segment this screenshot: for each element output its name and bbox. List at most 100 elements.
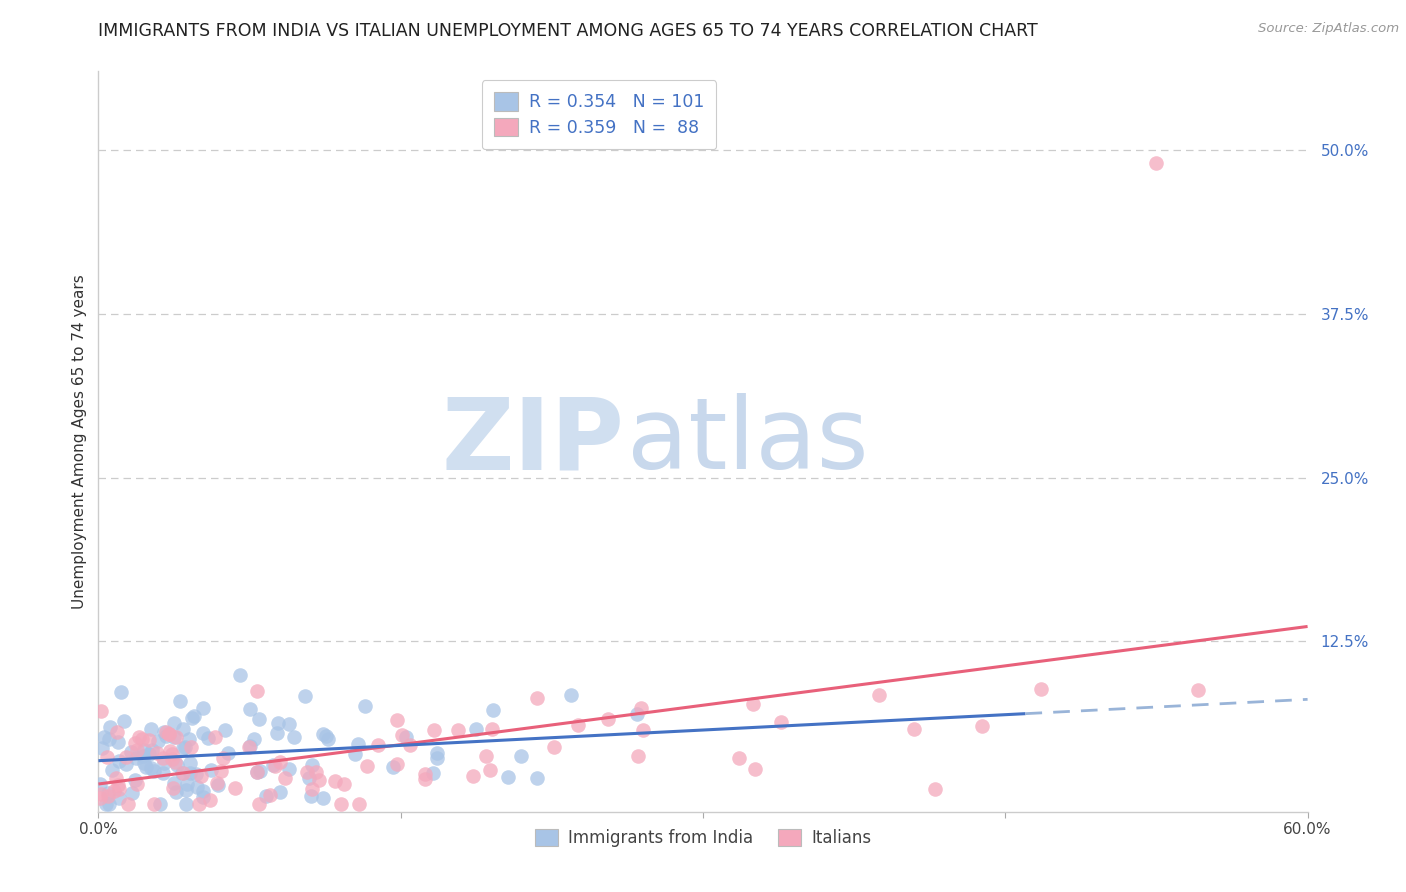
Point xyxy=(160,747,183,761)
Point xyxy=(391,728,413,742)
Point xyxy=(103,784,125,798)
Point xyxy=(312,727,335,741)
Point xyxy=(90,704,112,718)
Point xyxy=(121,786,143,800)
Point xyxy=(197,731,219,746)
Point xyxy=(742,698,765,712)
Point xyxy=(543,740,565,755)
Point xyxy=(172,740,194,755)
Point xyxy=(191,726,214,740)
Point xyxy=(399,738,422,752)
Point xyxy=(868,688,890,702)
Point xyxy=(146,747,169,761)
Point xyxy=(308,772,330,787)
Point xyxy=(163,755,186,769)
Point xyxy=(278,716,301,731)
Point xyxy=(120,745,142,759)
Point xyxy=(333,777,356,791)
Point xyxy=(98,797,121,811)
Point xyxy=(179,766,201,780)
Text: ZIP: ZIP xyxy=(441,393,624,490)
Point xyxy=(172,765,194,780)
Point xyxy=(631,723,654,738)
Text: Source: ZipAtlas.com: Source: ZipAtlas.com xyxy=(1258,22,1399,36)
Point xyxy=(131,732,153,747)
Point xyxy=(238,740,260,755)
Point xyxy=(98,720,121,734)
Point xyxy=(174,783,197,797)
Point xyxy=(413,772,436,786)
Point xyxy=(262,757,284,772)
Point xyxy=(180,740,202,755)
Point xyxy=(200,793,222,807)
Point xyxy=(153,724,176,739)
Point xyxy=(159,727,181,741)
Point xyxy=(395,731,418,745)
Text: IMMIGRANTS FROM INDIA VS ITALIAN UNEMPLOYMENT AMONG AGES 65 TO 74 YEARS CORRELAT: IMMIGRANTS FROM INDIA VS ITALIAN UNEMPLO… xyxy=(98,22,1038,40)
Point xyxy=(141,743,163,757)
Point xyxy=(461,769,484,783)
Point xyxy=(266,726,288,740)
Text: atlas: atlas xyxy=(627,393,869,490)
Point xyxy=(163,716,186,731)
Point xyxy=(903,723,925,737)
Point xyxy=(301,758,323,772)
Point xyxy=(249,764,271,778)
Point xyxy=(125,742,148,756)
Point xyxy=(108,781,131,796)
Point xyxy=(426,751,449,765)
Point xyxy=(89,791,111,805)
Point xyxy=(127,777,149,791)
Point xyxy=(96,749,118,764)
Point xyxy=(298,771,321,785)
Point xyxy=(179,756,201,771)
Point xyxy=(478,763,501,777)
Point xyxy=(426,746,449,760)
Point xyxy=(727,751,749,765)
Point xyxy=(247,797,270,811)
Point xyxy=(132,743,155,757)
Legend: Immigrants from India, Italians: Immigrants from India, Italians xyxy=(526,821,880,855)
Point xyxy=(105,772,128,786)
Point xyxy=(305,764,328,779)
Point xyxy=(247,712,270,726)
Point xyxy=(299,789,322,804)
Point xyxy=(465,723,488,737)
Point xyxy=(142,764,165,778)
Y-axis label: Unemployment Among Ages 65 to 74 years: Unemployment Among Ages 65 to 74 years xyxy=(72,274,87,609)
Point xyxy=(295,764,318,779)
Point xyxy=(1029,682,1052,697)
Point xyxy=(294,689,316,703)
Point xyxy=(353,698,375,713)
Point xyxy=(89,777,111,791)
Point xyxy=(91,741,114,756)
Point xyxy=(181,711,204,725)
Point xyxy=(256,789,278,803)
Point xyxy=(97,732,120,747)
Point xyxy=(124,736,146,750)
Point xyxy=(107,735,129,749)
Point xyxy=(1146,156,1168,170)
Point xyxy=(177,732,200,747)
Point xyxy=(217,746,239,760)
Point xyxy=(344,747,367,761)
Point xyxy=(264,759,287,773)
Point xyxy=(212,751,235,765)
Point xyxy=(142,797,165,811)
Point xyxy=(139,722,162,736)
Point xyxy=(526,771,548,785)
Point xyxy=(315,729,337,743)
Point xyxy=(163,730,186,744)
Point xyxy=(330,797,353,811)
Point xyxy=(560,688,582,702)
Point xyxy=(172,765,194,780)
Point xyxy=(422,765,444,780)
Point xyxy=(626,706,648,721)
Point xyxy=(224,781,246,796)
Point xyxy=(312,790,335,805)
Point xyxy=(174,797,197,811)
Point xyxy=(413,766,436,780)
Point xyxy=(132,756,155,771)
Point xyxy=(496,770,519,784)
Point xyxy=(173,722,195,736)
